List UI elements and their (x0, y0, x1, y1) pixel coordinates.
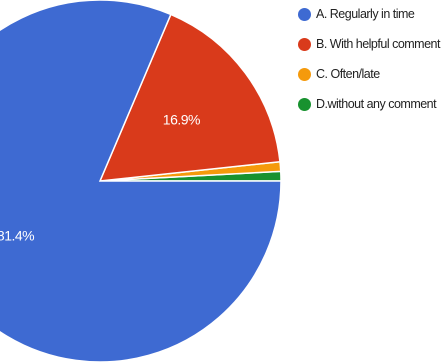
legend-swatch-3 (298, 67, 311, 81)
slice-label-2: 16.9% (163, 111, 200, 127)
legend-label-4: D.without any comment (316, 97, 437, 111)
legend-swatch-1 (298, 7, 311, 21)
legend-label-2: B. With helpful comment (316, 37, 440, 51)
legend-label-3: C. Often/late (316, 67, 380, 81)
legend-item-1: A. Regularly in time (298, 5, 440, 23)
legend-item-4: D.without any comment (298, 95, 440, 113)
legend-item-2: B. With helpful comment (298, 35, 440, 53)
legend-swatch-4 (298, 97, 311, 111)
slice-label-1: 81.4% (0, 228, 34, 244)
legend: A. Regularly in time B. With helpful comm… (298, 5, 440, 125)
legend-item-3: C. Often/late (298, 65, 440, 83)
legend-swatch-2 (298, 37, 311, 51)
pie-slice-1 (0, 0, 282, 362)
legend-label-1: A. Regularly in time (316, 7, 415, 21)
pie-slice-2 (98, 13, 281, 182)
